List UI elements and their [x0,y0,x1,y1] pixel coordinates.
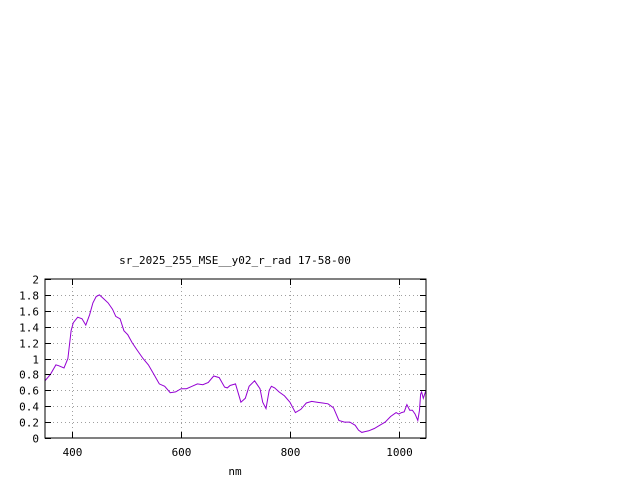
grid-lines [45,279,426,438]
series-line [44,294,427,433]
plot-frame [44,278,427,439]
y-tick-label: 0.4 [19,401,39,414]
y-tick-label: 1.2 [19,338,39,351]
x-tick-label: 400 [63,446,83,459]
y-tick-label: 2 [32,274,39,287]
chart-title: sr_2025_255_MSE__y02_r_rad 17-58-00 [119,254,351,267]
y-tick-label: 1.4 [19,322,39,335]
y-tick-label: 0 [32,433,39,446]
x-axis-label: nm [228,465,242,478]
y-tick-label: 0.2 [19,417,39,430]
y-tick-label: 1.8 [19,290,39,303]
axis-ticks: 0 0.2 0.4 0.6 0.8 1 1.2 1.4 1.6 1.8 2 400 600 800 1000 [19,274,426,459]
x-tick-label: 1000 [386,446,413,459]
y-tick-label: 1 [32,354,39,367]
y-tick-label: 0.6 [19,385,39,398]
x-tick-label: 600 [172,446,192,459]
y-tick-label: 1.6 [19,306,39,319]
y-tick-label: 0.8 [19,369,39,382]
x-tick-label: 800 [281,446,301,459]
